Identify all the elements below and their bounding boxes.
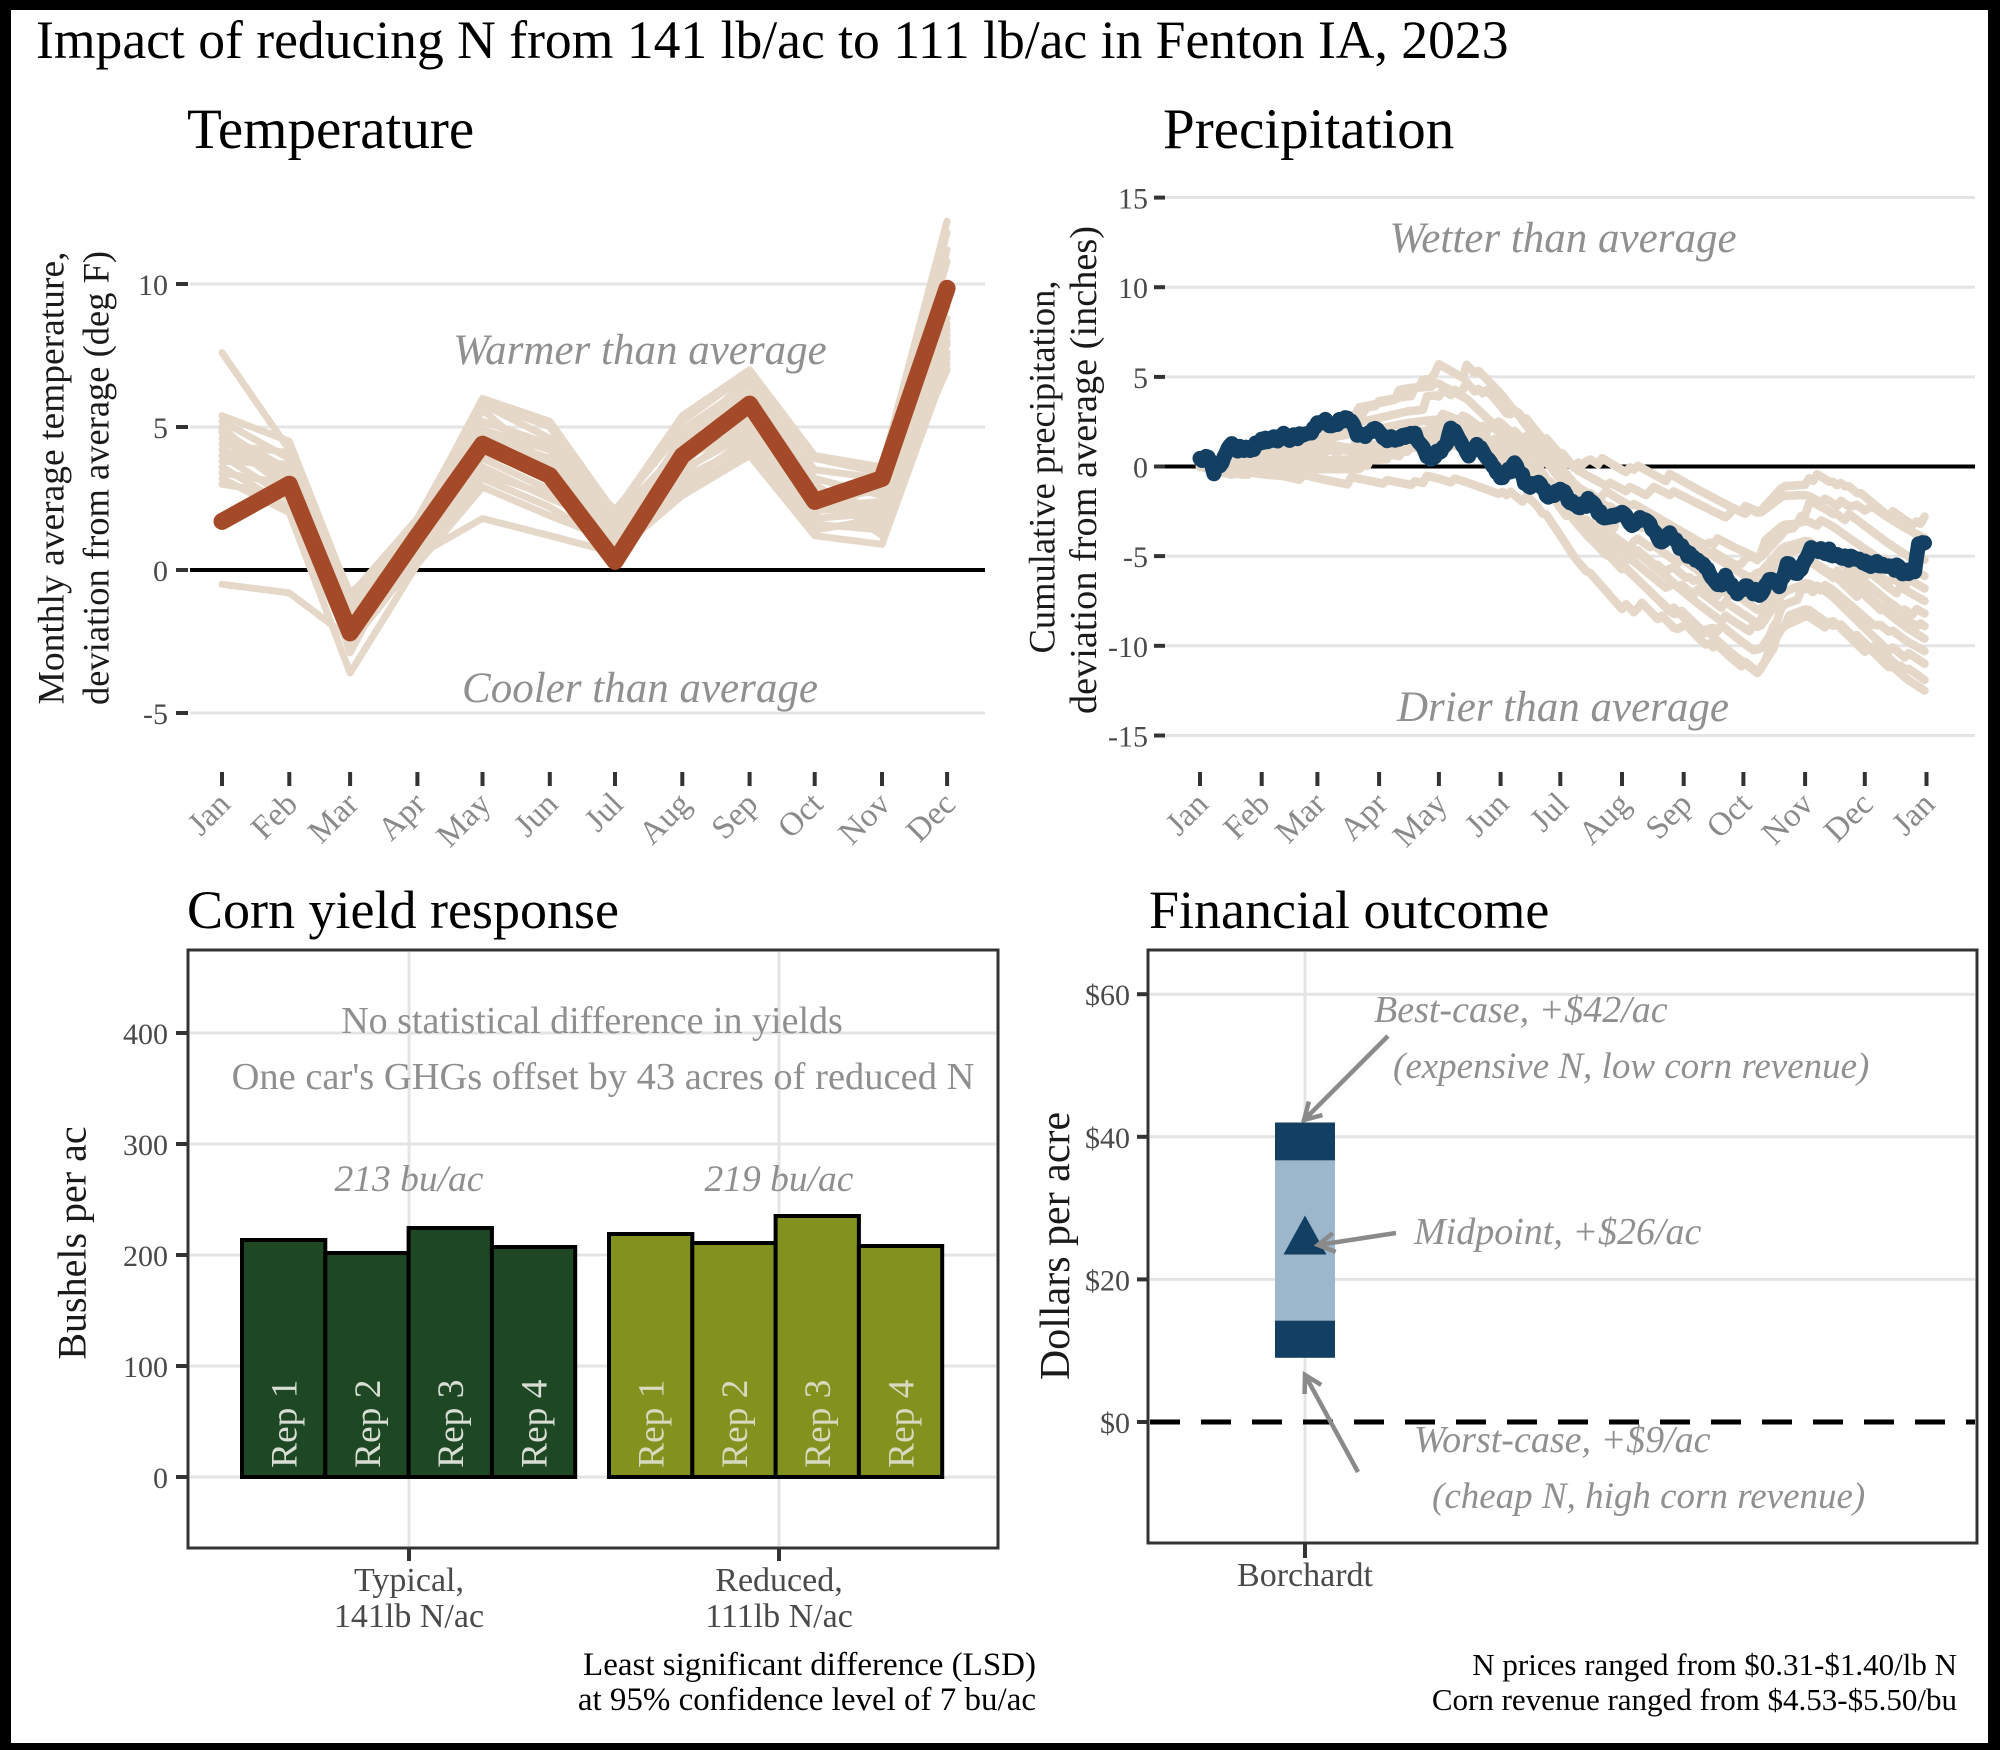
svg-text:Drier than average: Drier than average — [1396, 684, 1729, 731]
svg-text:Warmer than average: Warmer than average — [453, 327, 826, 374]
svg-text:100: 100 — [123, 1351, 168, 1384]
svg-text:One car's GHGs offset by 43 ac: One car's GHGs offset by 43 acres of red… — [232, 1056, 975, 1098]
svg-text:Financial outcome: Financial outcome — [1149, 880, 1549, 940]
svg-text:Wetter than average: Wetter than average — [1389, 215, 1736, 262]
svg-text:141lb N/ac: 141lb N/ac — [334, 1598, 484, 1635]
svg-text:$20: $20 — [1085, 1264, 1130, 1297]
svg-text:$40: $40 — [1085, 1122, 1130, 1155]
svg-text:Rep 4: Rep 4 — [515, 1379, 556, 1468]
svg-text:(expensive N, low corn revenue: (expensive N, low corn revenue) — [1393, 1046, 1869, 1087]
svg-text:Least significant difference (: Least significant difference (LSD) — [583, 1647, 1036, 1683]
svg-text:-5: -5 — [143, 698, 168, 731]
svg-text:Monthly average temperature,: Monthly average temperature, — [32, 252, 73, 705]
svg-text:Best-case, +$42/ac: Best-case, +$42/ac — [1374, 989, 1668, 1031]
svg-text:Impact of reducing N from 141: Impact of reducing N from 141 lb/ac to 1… — [36, 10, 1509, 70]
svg-text:Corn revenue ranged from $4.53: Corn revenue ranged from $4.53-$5.50/bu — [1432, 1682, 1957, 1717]
svg-text:-10: -10 — [1108, 631, 1148, 664]
svg-text:0: 0 — [153, 1462, 168, 1495]
svg-text:Temperature: Temperature — [187, 98, 474, 161]
svg-text:0: 0 — [1133, 452, 1148, 485]
svg-text:Rep 2: Rep 2 — [715, 1379, 756, 1468]
svg-text:$60: $60 — [1085, 979, 1130, 1012]
svg-text:Dollars per acre: Dollars per acre — [1033, 1112, 1079, 1380]
svg-text:-15: -15 — [1108, 721, 1148, 754]
svg-text:213 bu/ac: 213 bu/ac — [335, 1159, 484, 1200]
svg-text:Rep 4: Rep 4 — [882, 1379, 923, 1468]
svg-text:Typical,: Typical, — [354, 1562, 464, 1599]
svg-text:10: 10 — [138, 269, 168, 302]
svg-text:5: 5 — [153, 412, 168, 445]
svg-text:Corn yield response: Corn yield response — [187, 880, 619, 940]
svg-text:0: 0 — [153, 555, 168, 588]
svg-text:Rep 1: Rep 1 — [632, 1379, 673, 1468]
svg-text:111lb N/ac: 111lb N/ac — [705, 1598, 853, 1635]
svg-text:Rep 3: Rep 3 — [798, 1379, 839, 1468]
svg-text:Cooler than average: Cooler than average — [462, 665, 818, 712]
svg-text:deviation from average (inches: deviation from average (inches) — [1063, 226, 1105, 714]
svg-text:Bushels per ac: Bushels per ac — [50, 1126, 95, 1359]
svg-text:(cheap N, high corn revenue): (cheap N, high corn revenue) — [1432, 1476, 1865, 1517]
svg-text:deviation from average (deg F): deviation from average (deg F) — [76, 251, 117, 705]
svg-text:Precipitation: Precipitation — [1163, 98, 1454, 161]
svg-text:Midpoint, +$26/ac: Midpoint, +$26/ac — [1413, 1211, 1702, 1253]
svg-text:-5: -5 — [1123, 541, 1148, 574]
svg-text:Borchardt: Borchardt — [1237, 1557, 1374, 1594]
svg-text:Cumulative precipitation,: Cumulative precipitation, — [1022, 280, 1063, 653]
svg-text:300: 300 — [123, 1129, 168, 1162]
svg-text:Rep 3: Rep 3 — [431, 1379, 472, 1468]
svg-text:Rep 2: Rep 2 — [348, 1379, 389, 1468]
svg-text:Worst-case, +$9/ac: Worst-case, +$9/ac — [1414, 1419, 1711, 1461]
svg-text:200: 200 — [123, 1240, 168, 1273]
svg-text:10: 10 — [1118, 272, 1148, 305]
svg-text:5: 5 — [1133, 362, 1148, 395]
svg-text:Rep 1: Rep 1 — [265, 1379, 306, 1468]
svg-text:N prices ranged from $0.31-$1.: N prices ranged from $0.31-$1.40/lb N — [1472, 1647, 1957, 1682]
svg-text:No statistical difference in y: No statistical difference in yields — [341, 1000, 843, 1042]
svg-text:219 bu/ac: 219 bu/ac — [705, 1159, 854, 1200]
svg-text:Reduced,: Reduced, — [715, 1562, 842, 1599]
svg-text:400: 400 — [123, 1018, 168, 1051]
svg-text:15: 15 — [1118, 183, 1148, 216]
svg-text:$0: $0 — [1100, 1407, 1130, 1440]
svg-text:at 95% confidence level of 7 b: at 95% confidence level of 7 bu/ac — [578, 1682, 1036, 1718]
